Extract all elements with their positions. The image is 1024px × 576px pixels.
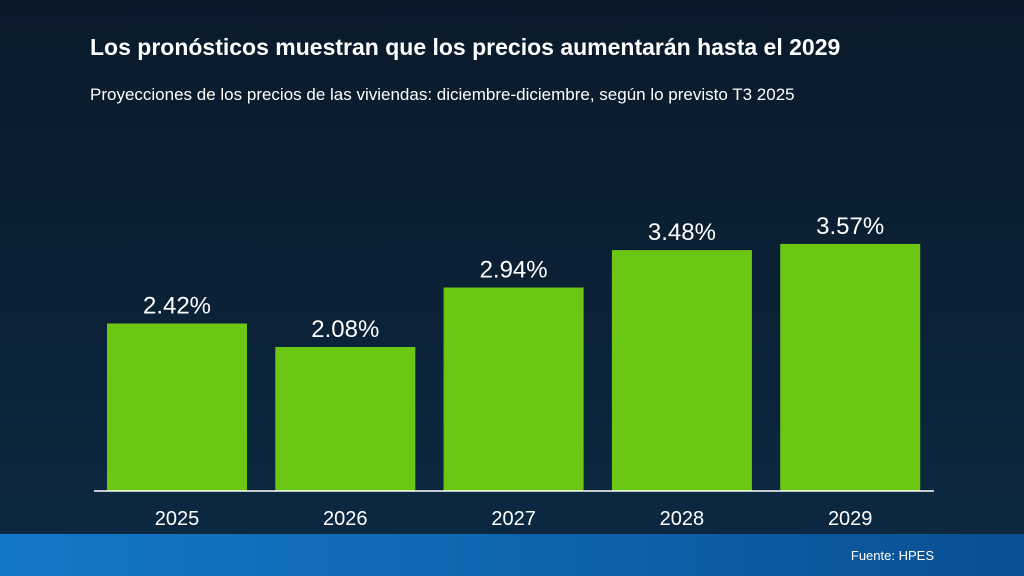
x-tick-label-2029: 2029 <box>828 508 873 530</box>
footer-bar: Fuente: HPES <box>0 534 1024 576</box>
x-tick-label-2025: 2025 <box>155 508 200 530</box>
bar-2025 <box>107 323 247 491</box>
chart-title: Los pronósticos muestran que los precios… <box>90 34 841 60</box>
x-tick-label-2027: 2027 <box>491 508 536 530</box>
data-label-2028: 3.48% <box>648 219 716 246</box>
source-note: Fuente: HPES <box>850 548 934 563</box>
data-label-2029: 3.57% <box>816 213 884 240</box>
bar-2029 <box>780 243 921 491</box>
data-label-2027: 2.94% <box>480 257 548 284</box>
bar-2026 <box>275 347 416 491</box>
bar-2028 <box>611 250 752 491</box>
x-tick-label-2028: 2028 <box>660 508 705 530</box>
x-tick-label-2026: 2026 <box>323 508 368 530</box>
data-label-2025: 2.42% <box>143 293 211 320</box>
bar-2027 <box>443 287 584 491</box>
data-label-2026: 2.08% <box>311 316 379 343</box>
chart-subtitle: Proyecciones de los precios de las vivie… <box>90 85 795 104</box>
